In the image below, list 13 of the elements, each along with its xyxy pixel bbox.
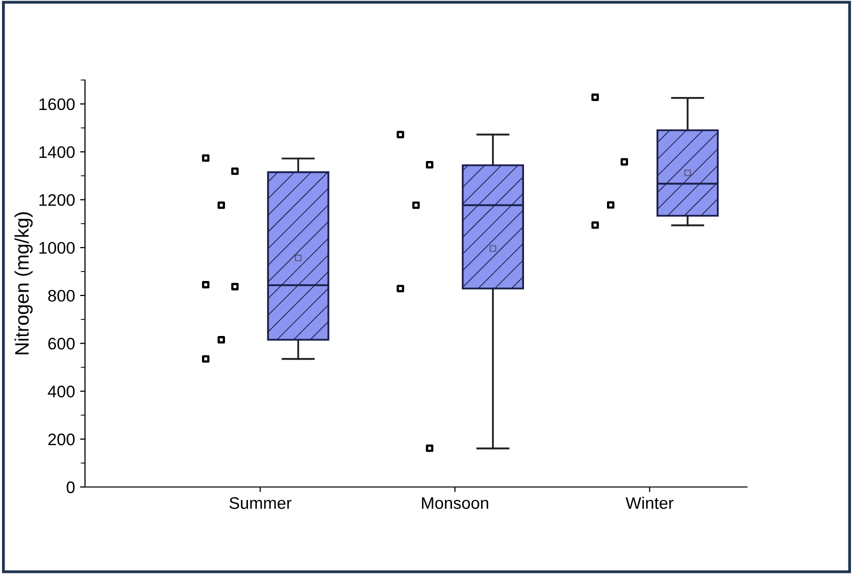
- x-tick-label: Monsoon: [422, 497, 488, 509]
- y-tick-label: 1400: [39, 146, 75, 158]
- y-tick-label: 800: [48, 290, 75, 302]
- y-axis-title: Nitrogen (mg/kg): [14, 212, 33, 354]
- y-tick-label: 1200: [39, 194, 75, 206]
- y-tick-label: 600: [48, 338, 75, 350]
- x-tick-label: Winter: [626, 496, 674, 509]
- y-tick-label: 400: [48, 386, 75, 398]
- y-tick-label: 1600: [39, 98, 75, 110]
- y-tick-label: 1000: [39, 242, 75, 254]
- x-tick-label: Summer: [230, 497, 292, 509]
- y-tick-label: 200: [48, 434, 75, 446]
- y-tick-label: 0: [66, 481, 75, 494]
